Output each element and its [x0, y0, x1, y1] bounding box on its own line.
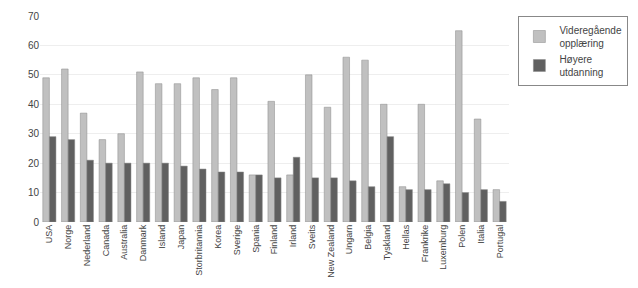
svg-text:Belgia: Belgia: [363, 225, 373, 250]
svg-text:70: 70: [28, 11, 40, 22]
svg-text:Norge: Norge: [63, 225, 73, 250]
svg-text:Portugal: Portugal: [495, 225, 505, 259]
svg-text:Sverige: Sverige: [232, 225, 242, 256]
svg-text:Spania: Spania: [251, 225, 261, 253]
svg-text:Tyskland: Tyskland: [382, 225, 392, 261]
svg-text:Canada: Canada: [101, 225, 111, 257]
svg-text:Frankrike: Frankrike: [420, 225, 430, 263]
svg-text:Polen: Polen: [457, 225, 467, 248]
svg-text:Sveits: Sveits: [307, 224, 317, 249]
svg-text:60: 60: [28, 40, 40, 51]
svg-text:Ungarn: Ungarn: [344, 225, 354, 255]
svg-text:USA: USA: [44, 225, 54, 244]
svg-text:Storbritannia: Storbritannia: [194, 225, 204, 276]
svg-text:Hellas: Hellas: [401, 224, 411, 250]
svg-text:20: 20: [28, 158, 40, 169]
svg-text:0: 0: [33, 217, 39, 228]
svg-text:Finland: Finland: [269, 225, 279, 255]
svg-text:Luxemburg: Luxemburg: [438, 225, 448, 270]
svg-text:Høyereutdanning: Høyereutdanning: [559, 54, 603, 78]
svg-text:Italia: Italia: [476, 225, 486, 244]
svg-text:Videregåendeopplæring: Videregåendeopplæring: [559, 25, 622, 49]
svg-text:New Zealand: New Zealand: [326, 225, 336, 278]
svg-text:Irland: Irland: [288, 225, 298, 248]
svg-text:Korea: Korea: [213, 225, 223, 249]
svg-text:40: 40: [28, 99, 40, 110]
svg-text:10: 10: [28, 187, 40, 198]
svg-text:Japan: Japan: [176, 225, 186, 250]
svg-text:Danmark: Danmark: [138, 224, 148, 261]
svg-text:30: 30: [28, 128, 40, 139]
svg-text:Australia: Australia: [119, 225, 129, 260]
svg-text:Nederland: Nederland: [82, 225, 92, 267]
svg-text:50: 50: [28, 69, 40, 80]
svg-text:Island: Island: [157, 225, 167, 249]
